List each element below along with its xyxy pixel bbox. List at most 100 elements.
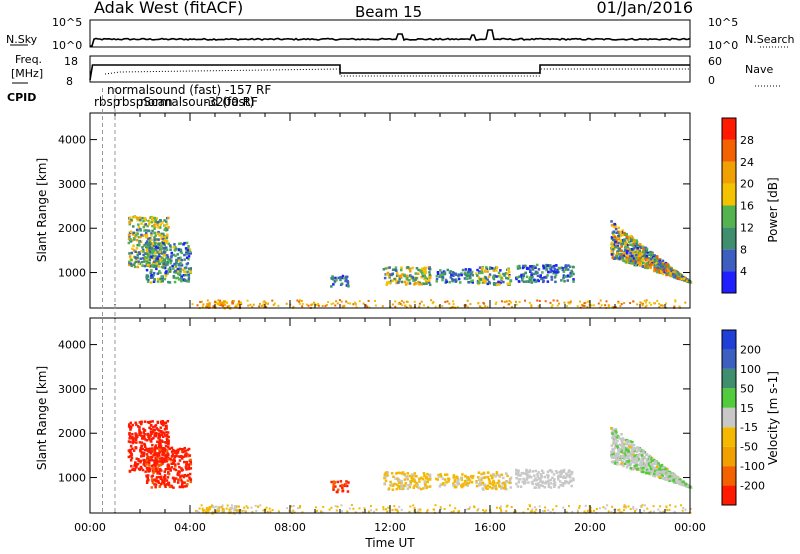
data-point (543, 486, 547, 489)
data-point (656, 257, 659, 261)
data-point (151, 443, 154, 447)
data-point (672, 270, 675, 274)
data-point (486, 282, 489, 286)
data-point (321, 305, 324, 307)
data-point (152, 453, 155, 457)
data-point (153, 236, 156, 239)
data-point (610, 220, 613, 223)
data-point (158, 454, 161, 457)
data-point (468, 507, 471, 510)
data-point (178, 278, 181, 281)
data-point (428, 283, 432, 287)
data-point (625, 246, 629, 249)
data-point (528, 267, 531, 271)
data-point (620, 439, 623, 442)
colorbar-segment (722, 139, 736, 162)
data-point (412, 504, 415, 507)
data-point (421, 274, 425, 278)
data-point (681, 483, 684, 486)
data-point (396, 510, 399, 513)
data-point (151, 250, 155, 253)
data-point (546, 274, 549, 277)
data-point (340, 504, 343, 507)
data-point (157, 432, 160, 436)
data-point (635, 508, 638, 511)
data-point (629, 440, 632, 443)
data-point (428, 281, 431, 284)
data-point (300, 299, 303, 302)
data-point (457, 274, 460, 278)
data-point (645, 301, 647, 304)
data-point (445, 473, 449, 476)
data-point (620, 462, 623, 465)
data-point (459, 281, 462, 284)
time-tick-label: 00:00 (74, 521, 106, 534)
data-point (519, 478, 522, 481)
data-point (150, 269, 153, 272)
data-point (138, 244, 141, 247)
data-point (161, 479, 164, 483)
data-point (637, 464, 640, 467)
data-point (139, 461, 142, 464)
data-point (149, 424, 153, 427)
data-point (163, 251, 166, 254)
data-point (610, 241, 614, 244)
data-point (130, 264, 133, 268)
data-point (636, 250, 639, 253)
y-tick-label: 4000 (58, 134, 86, 147)
data-point (252, 303, 255, 306)
data-point (160, 232, 163, 236)
data-point (355, 306, 358, 309)
data-point (604, 507, 607, 510)
data-point (672, 269, 676, 272)
data-point (444, 300, 447, 303)
data-point (689, 507, 692, 510)
data-point (160, 265, 164, 269)
data-point (181, 468, 184, 472)
data-point (391, 272, 394, 275)
data-point (128, 469, 132, 473)
data-point (169, 467, 172, 471)
data-point (684, 483, 687, 486)
data-point (632, 506, 635, 509)
data-point (613, 454, 617, 458)
data-point (152, 261, 155, 265)
data-point (674, 300, 677, 303)
data-point (184, 453, 187, 457)
data-point (404, 304, 407, 307)
data-point (175, 271, 178, 274)
data-point (538, 505, 541, 508)
data-point (161, 459, 165, 462)
colorbar-tick-label: 8 (740, 243, 747, 256)
data-point (157, 238, 160, 241)
data-point (143, 264, 146, 268)
data-point (643, 509, 646, 512)
data-point (448, 504, 451, 507)
data-point (236, 511, 238, 514)
data-point (508, 303, 511, 306)
data-point (613, 235, 617, 239)
data-point (662, 472, 666, 475)
data-point (668, 475, 671, 478)
data-point (158, 250, 162, 254)
data-point (164, 455, 168, 459)
data-point (180, 277, 183, 280)
data-point (517, 478, 521, 481)
data-point (655, 259, 659, 262)
data-point (544, 482, 547, 485)
data-point (128, 252, 131, 255)
data-point (155, 478, 158, 481)
data-point (572, 278, 575, 281)
data-point (619, 305, 622, 307)
data-point (346, 490, 350, 493)
data-point (427, 279, 431, 282)
data-point (145, 459, 149, 462)
data-point (527, 280, 531, 283)
data-point (394, 269, 398, 272)
data-point (133, 468, 136, 472)
data-point (453, 278, 456, 282)
data-point (622, 254, 626, 258)
data-point (541, 271, 544, 274)
data-point (612, 452, 615, 456)
